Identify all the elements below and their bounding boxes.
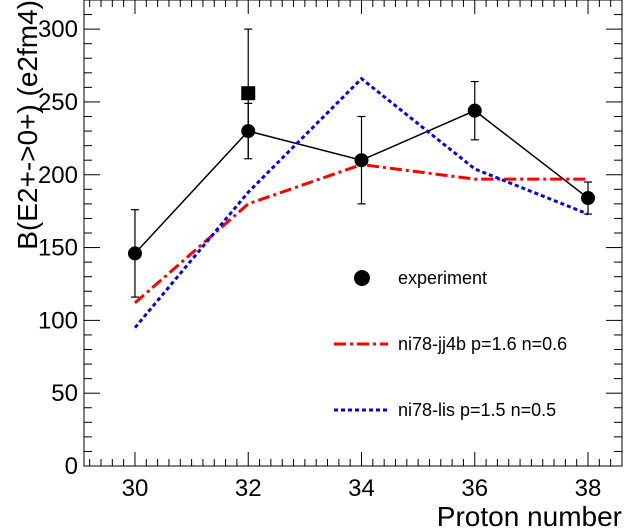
axes: 30 32 34 36 38 0 50 100 150 200 250 300 [38, 0, 623, 502]
data-point [467, 103, 482, 118]
y-tick-label: 100 [38, 307, 78, 334]
x-tick-label: 30 [122, 475, 149, 502]
x-tick-label: 38 [575, 475, 602, 502]
legend-marker-0 [354, 270, 370, 286]
y-tick-label: 150 [38, 235, 78, 262]
y-tick-label: 250 [38, 89, 78, 116]
y-tick-label: 50 [51, 380, 78, 407]
data-point-square [241, 86, 256, 101]
data-point [581, 191, 596, 206]
y-axis-label: B(E2+->0+) (e2fm4) [12, 0, 43, 250]
legend-label-2: ni78-lis p=1.5 n=0.5 [398, 400, 556, 420]
y-tick-label: 300 [38, 16, 78, 43]
legend-label-0: experiment [398, 268, 487, 288]
x-axis-label: Proton number [437, 501, 622, 532]
x-tick-label: 34 [348, 475, 375, 502]
y-tick-label: 0 [65, 453, 78, 480]
data-point [127, 246, 142, 261]
markers [127, 28, 596, 298]
series-line-2 [133, 76, 589, 329]
legend-label-1: ni78-jj4b p=1.6 n=0.6 [398, 334, 567, 354]
legend: experiment ni78-jj4b p=1.6 n=0.6 ni78-lis … [334, 268, 567, 420]
x-tick-label: 32 [235, 475, 262, 502]
plot-frame [83, 0, 623, 467]
y-tick-label: 200 [38, 162, 78, 189]
x-tick-label: 36 [461, 475, 488, 502]
data-point [354, 153, 369, 168]
